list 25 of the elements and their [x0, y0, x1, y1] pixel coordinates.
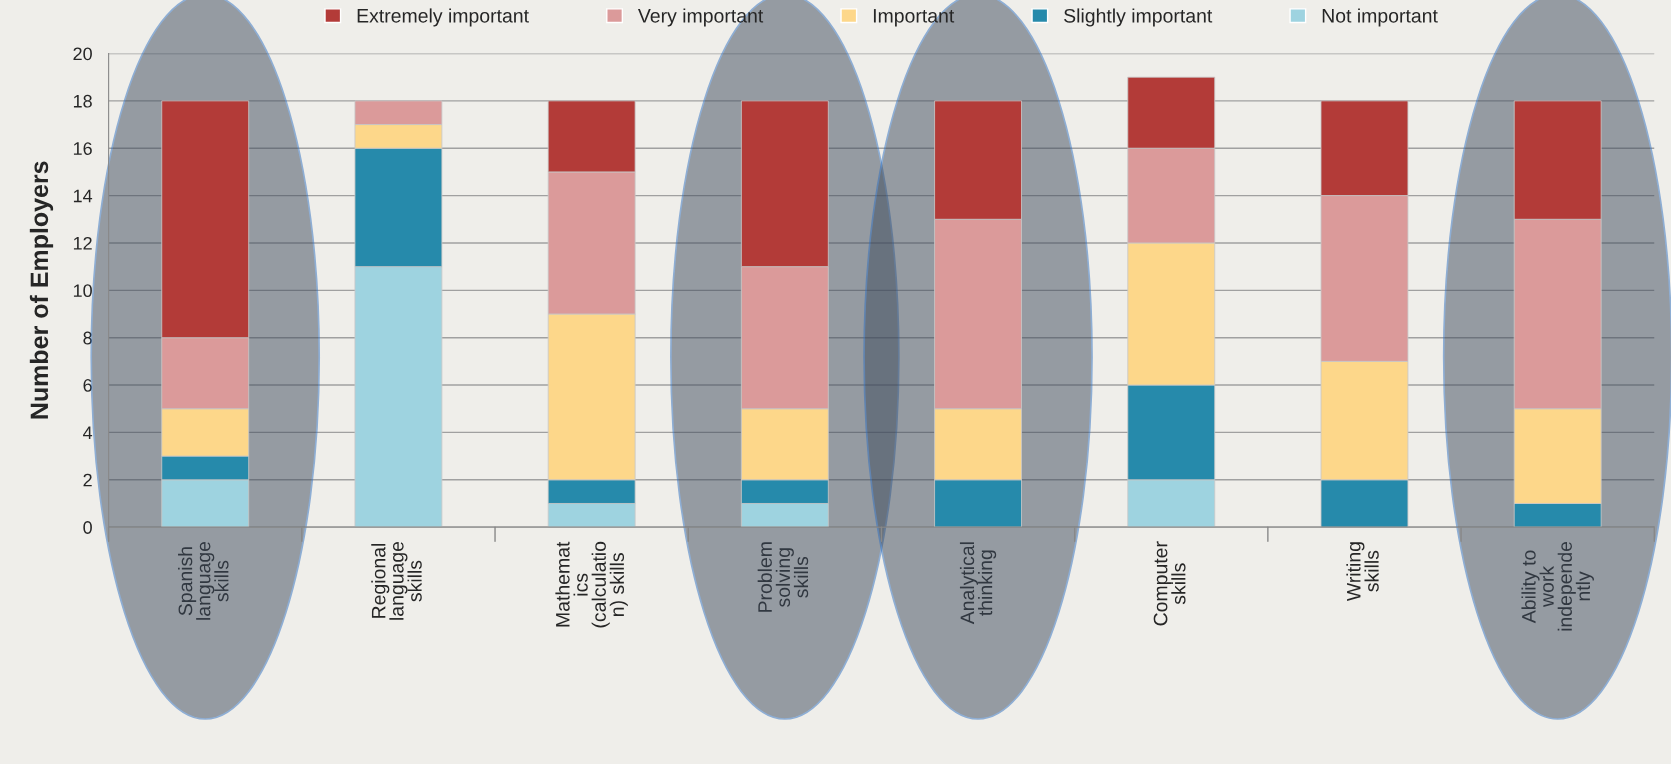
y-tick-label: 0 [83, 521, 92, 534]
legend-label: Slightly important [1064, 8, 1213, 27]
x-tick-label: Analytical thinking [959, 542, 997, 625]
y-tick-label: 18 [73, 94, 92, 108]
y-tick-label: 20 [73, 47, 92, 61]
x-tick-label: Regional language skills [371, 541, 422, 620]
x-tick-label: Ability to work independe ntly [1521, 541, 1594, 631]
legend-label: Extremely important [357, 8, 529, 27]
x-tick-label: Problem solving skills [757, 542, 809, 612]
y-tick-label: 6 [83, 378, 92, 392]
y-tick-label: 12 [73, 236, 92, 250]
x-tick-label: Computer skills [1153, 541, 1186, 626]
y-tick-label: 10 [73, 284, 92, 298]
y-tick-label: 16 [73, 142, 92, 155]
y-tick-label: 8 [83, 331, 92, 345]
legend-label: Important [873, 9, 955, 27]
legend-label: Not important [1322, 8, 1438, 27]
legend-label: Very important [637, 8, 764, 27]
y-tick-label: 4 [83, 426, 93, 439]
x-tick-label: Mathemat ics (calculatio n) skills [555, 541, 628, 628]
y-tick-label: 14 [73, 189, 93, 203]
y-tick-label: 2 [83, 473, 92, 487]
x-tick-label: Writing skills [1346, 542, 1379, 602]
x-tick-label: Spanish language skills [178, 541, 229, 620]
y-axis-title: Number of Employers [29, 161, 54, 419]
